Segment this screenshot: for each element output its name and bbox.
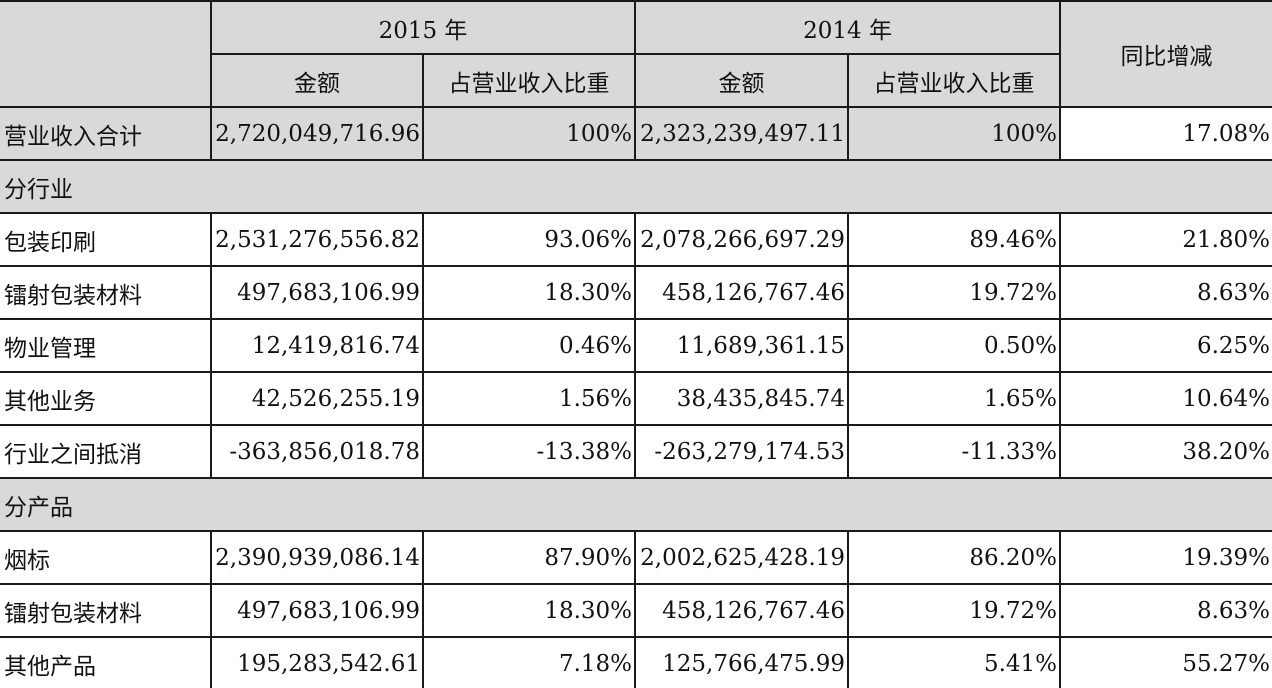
cell-share-2014: -11.33% (847, 424, 1062, 479)
section-header-row: 分产品 (0, 477, 1272, 532)
table-row: 其他产品 195,283,542.61 7.18% 125,766,475.99 5.4… (0, 636, 1272, 688)
cell-amount-2014: 2,078,266,697.29 (634, 212, 850, 267)
cell-share-2014: 89.46% (847, 212, 1062, 267)
cell-share-2015: 1.56% (421, 371, 637, 426)
header-share-2014: 占营业收入比重 (847, 53, 1061, 108)
cell-label: 行业之间抵消 (0, 424, 212, 479)
header-year-2014: 2014 年 (634, 0, 1062, 55)
cell-share-2015: 93.06% (421, 212, 637, 267)
table-row: 包装印刷 2,531,276,556.82 93.06% 2,078,266,697.… (0, 212, 1272, 267)
cell-share-2015: 18.30% (421, 583, 637, 638)
cell-amount-2014: 125,766,475.99 (634, 636, 850, 688)
cell-share-2014: 19.72% (847, 265, 1062, 320)
cell-label: 烟标 (0, 530, 212, 585)
table-row: 镭射包装材料 497,683,106.99 18.30% 458,126,767.46… (0, 265, 1272, 320)
cell-amount-2015: -363,856,018.78 (210, 424, 424, 479)
total-share-2014: 100% (847, 106, 1062, 161)
cell-share-2015: 0.46% (421, 318, 637, 373)
cell-amount-2014: -263,279,174.53 (634, 424, 850, 479)
cell-label: 包装印刷 (0, 212, 212, 267)
cell-label: 其他业务 (0, 371, 212, 426)
section-header-row: 分行业 (0, 159, 1272, 214)
cell-label: 镭射包装材料 (0, 265, 212, 320)
cell-change: 6.25% (1059, 318, 1272, 373)
cell-amount-2015: 497,683,106.99 (210, 583, 424, 638)
cell-amount-2015: 12,419,816.74 (210, 318, 424, 373)
total-share-2015: 100% (421, 106, 637, 161)
header-amount-2014: 金额 (634, 53, 850, 108)
header-row-years: 2015 年 2014 年 同比增减 (0, 0, 1272, 108)
cell-amount-2015: 195,283,542.61 (210, 636, 424, 688)
cell-amount-2015: 2,390,939,086.14 (210, 530, 424, 585)
cell-amount-2015: 497,683,106.99 (210, 265, 424, 320)
table-body: 营业收入合计 2,720,049,716.96 100% 2,323,239,4… (0, 106, 1272, 688)
header-share-2015: 占营业收入比重 (421, 53, 637, 108)
cell-change: 21.80% (1059, 212, 1272, 267)
section-title: 分产品 (0, 477, 1272, 532)
cell-share-2015: 18.30% (421, 265, 637, 320)
cell-amount-2015: 42,526,255.19 (210, 371, 424, 426)
section-title: 分行业 (0, 159, 1272, 214)
table-row: 物业管理 12,419,816.74 0.46% 11,689,361.15 0.50%… (0, 318, 1272, 373)
cell-share-2015: 87.90% (421, 530, 637, 585)
header-amount-2015: 金额 (211, 53, 424, 108)
cell-change: 38.20% (1059, 424, 1272, 479)
cell-share-2014: 0.50% (847, 318, 1062, 373)
cell-change: 10.64% (1059, 371, 1272, 426)
cell-share-2014: 86.20% (847, 530, 1062, 585)
header-row-columns: 金额 占营业收入比重 金额 占营业收入比重 (0, 53, 1272, 108)
cell-amount-2015: 2,531,276,556.82 (210, 212, 424, 267)
cell-change: 55.27% (1059, 636, 1272, 688)
header-year-2015: 2015 年 (209, 0, 637, 55)
cell-label: 其他产品 (0, 636, 212, 688)
header-blank-cell (0, 0, 212, 108)
cell-amount-2014: 458,126,767.46 (634, 583, 850, 638)
cell-label: 镭射包装材料 (0, 583, 212, 638)
cell-change: 19.39% (1059, 530, 1272, 585)
total-row: 营业收入合计 2,720,049,716.96 100% 2,323,239,4… (0, 106, 1272, 161)
cell-amount-2014: 2,002,625,428.19 (634, 530, 850, 585)
table-row: 其他业务 42,526,255.19 1.56% 38,435,845.74 1.65%… (0, 371, 1272, 426)
cell-share-2015: 7.18% (421, 636, 637, 688)
cell-amount-2014: 11,689,361.15 (634, 318, 850, 373)
total-label: 营业收入合计 (0, 106, 212, 161)
cell-label: 物业管理 (0, 318, 212, 373)
table-row: 行业之间抵消 -363,856,018.78 -13.38% -263,279,174… (0, 424, 1272, 479)
total-change: 17.08% (1059, 106, 1272, 161)
header-change: 同比增减 (1059, 0, 1272, 108)
cell-change: 8.63% (1059, 583, 1272, 638)
cell-share-2015: -13.38% (421, 424, 637, 479)
cell-share-2014: 5.41% (847, 636, 1062, 688)
total-amount-2014: 2,323,239,497.11 (634, 106, 850, 161)
total-amount-2015: 2,720,049,716.96 (210, 106, 424, 161)
table-row: 镭射包装材料 497,683,106.99 18.30% 458,126,767.46… (0, 583, 1272, 638)
cell-change: 8.63% (1059, 265, 1272, 320)
table-row: 烟标 2,390,939,086.14 87.90% 2,002,625,428.19… (0, 530, 1272, 585)
cell-share-2014: 1.65% (847, 371, 1062, 426)
cell-share-2014: 19.72% (847, 583, 1062, 638)
cell-amount-2014: 38,435,845.74 (634, 371, 850, 426)
cell-amount-2014: 458,126,767.46 (634, 265, 850, 320)
